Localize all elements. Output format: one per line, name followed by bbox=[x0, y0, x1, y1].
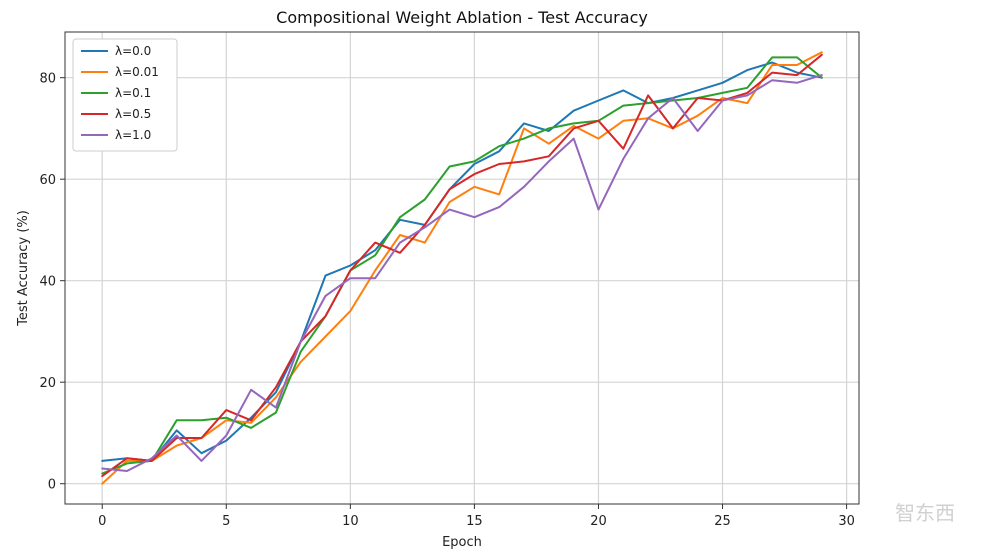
x-tick-label: 25 bbox=[714, 514, 731, 529]
series-line-0-01 bbox=[101, 51, 823, 485]
legend: λ=0.0 λ=0.01 λ=0.1 λ=0.5 λ=1.0 bbox=[72, 38, 178, 152]
x-tick-label: 0 bbox=[98, 514, 106, 529]
series-line-1-0 bbox=[101, 74, 823, 472]
x-axis-ticks: 0 5 10 15 20 25 30 bbox=[98, 504, 855, 529]
legend-label: λ=0.5 bbox=[115, 107, 151, 121]
y-tick-label: 0 bbox=[48, 478, 56, 493]
series-line-0-0 bbox=[101, 61, 823, 462]
series-line-0-5 bbox=[101, 53, 823, 478]
y-axis-ticks: 0 20 40 60 80 bbox=[39, 72, 65, 493]
series-group bbox=[101, 51, 823, 485]
y-tick-label: 60 bbox=[39, 173, 56, 188]
x-tick-label: 10 bbox=[342, 514, 359, 529]
grid bbox=[65, 32, 859, 504]
y-tick-label: 80 bbox=[39, 72, 56, 87]
plot-frame bbox=[64, 31, 860, 505]
y-tick-label: 20 bbox=[39, 376, 56, 391]
x-tick-label: 20 bbox=[590, 514, 607, 529]
plot-area-background bbox=[65, 32, 859, 504]
legend-label: λ=1.0 bbox=[115, 128, 151, 142]
x-tick-label: 5 bbox=[222, 514, 230, 529]
x-tick-label: 30 bbox=[838, 514, 855, 529]
x-axis-label: Epoch bbox=[442, 535, 482, 550]
legend-label: λ=0.01 bbox=[115, 65, 159, 79]
legend-box bbox=[72, 38, 178, 152]
y-axis-label: Test Accuracy (%) bbox=[16, 210, 31, 327]
series-line-0-1 bbox=[101, 56, 823, 475]
watermark: 智东西 bbox=[895, 501, 955, 525]
chart-title: Compositional Weight Ablation - Test Acc… bbox=[276, 8, 648, 27]
legend-label: λ=0.0 bbox=[115, 44, 151, 58]
x-tick-label: 15 bbox=[466, 514, 483, 529]
y-tick-label: 40 bbox=[39, 275, 56, 290]
legend-label: λ=0.1 bbox=[115, 86, 151, 100]
